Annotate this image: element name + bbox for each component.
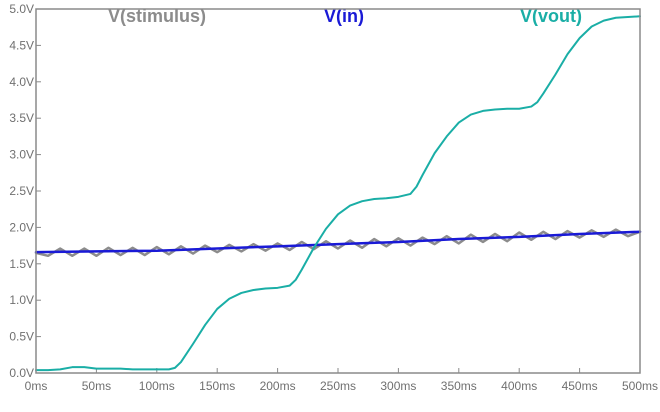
- x-tick-label: 0ms: [25, 379, 48, 393]
- y-tick-label: 0.5V: [9, 330, 34, 344]
- y-tick-label: 4.0V: [9, 75, 34, 89]
- vout-trace: [35, 15, 641, 372]
- in-trace: [34, 230, 642, 254]
- y-tick-label: 2.0V: [9, 220, 34, 234]
- x-tick-label: 50ms: [82, 379, 111, 393]
- plot-frame: [35, 8, 641, 374]
- y-tick-label: 0.0V: [9, 366, 34, 380]
- x-tick-label: 200ms: [260, 379, 296, 393]
- x-tick-label: 450ms: [562, 379, 598, 393]
- y-tick-label: 1.0V: [9, 293, 34, 307]
- y-tick-label: 4.5V: [9, 38, 34, 52]
- y-tick-label: 1.5V: [9, 257, 34, 271]
- y-tick-label: 5.0V: [9, 2, 34, 16]
- x-tick-label: 500ms: [622, 379, 658, 393]
- x-tick-label: 300ms: [380, 379, 416, 393]
- y-tick-label: 3.5V: [9, 111, 34, 125]
- legend-stimulus: V(stimulus): [108, 6, 206, 26]
- legend-vout: V(vout): [520, 6, 582, 26]
- plot-traces: [34, 15, 642, 372]
- x-tick-label: 400ms: [501, 379, 537, 393]
- legend: V(stimulus) V(in) V(vout): [108, 6, 582, 26]
- axis-ticks: 0.0V 0.5V 1.0V 1.5V 2.0V 2.5V 3.0V 3.5V 4.0V 4.5V…: [9, 2, 658, 393]
- legend-in: V(in): [324, 6, 364, 26]
- x-tick-label: 100ms: [139, 379, 175, 393]
- y-tick-label: 3.0V: [9, 148, 34, 162]
- x-tick-label: 150ms: [199, 379, 235, 393]
- y-tick-label: 2.5V: [9, 184, 34, 198]
- x-tick-label: 250ms: [320, 379, 356, 393]
- x-tick-label: 350ms: [441, 379, 477, 393]
